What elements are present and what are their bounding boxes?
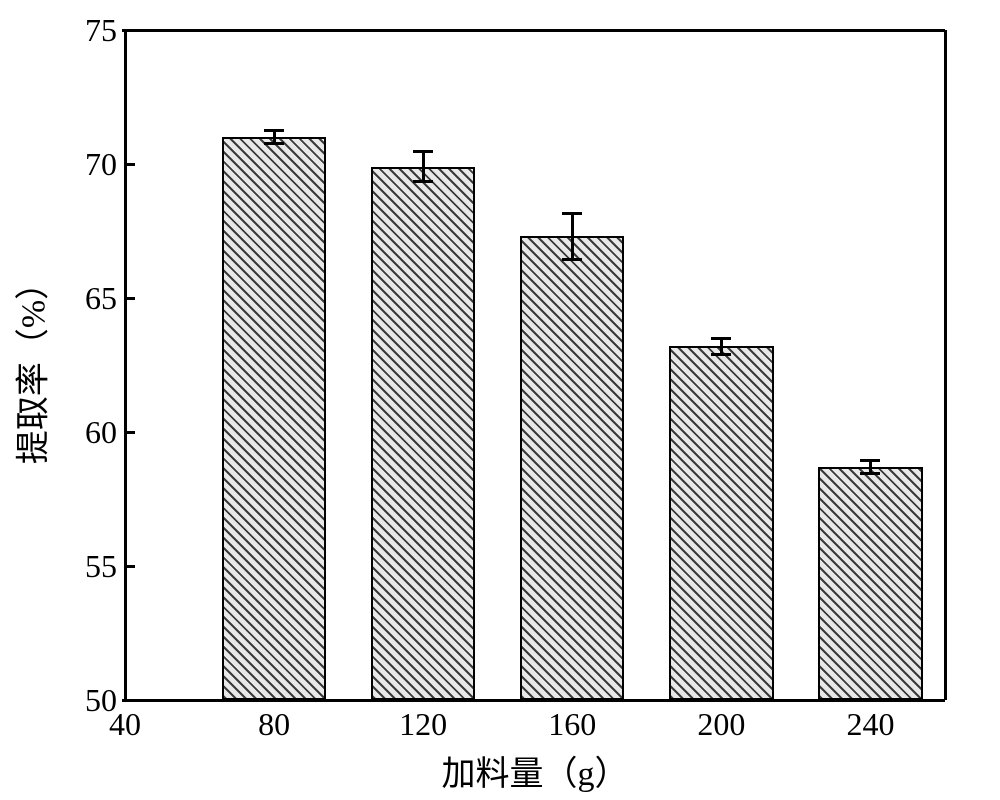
y-tick-label: 60 [85, 414, 117, 451]
right-axis-line [944, 30, 947, 700]
x-tick-label: 240 [846, 706, 894, 743]
figure: 提取率（%） 加料量（g） 50556065707540801201602002… [0, 0, 1000, 800]
bar [371, 167, 475, 700]
bar [222, 137, 326, 700]
bar [818, 467, 922, 700]
plot-area [125, 30, 945, 700]
x-tick-label: 200 [697, 706, 745, 743]
y-axis-label: 提取率（%） [6, 266, 55, 464]
x-tick-label: 120 [399, 706, 447, 743]
bar [520, 236, 624, 700]
x-tick-label: 80 [258, 706, 290, 743]
x-tick-label: 40 [109, 706, 141, 743]
y-tick-label: 65 [85, 280, 117, 317]
bar [669, 346, 773, 700]
x-axis-label: 加料量（g） [442, 746, 629, 795]
x-tick-label: 160 [548, 706, 596, 743]
y-tick-label: 70 [85, 146, 117, 183]
y-tick-label: 75 [85, 12, 117, 49]
y-tick-label: 55 [85, 548, 117, 585]
y-axis-line [124, 30, 127, 700]
top-axis-line [122, 29, 945, 32]
